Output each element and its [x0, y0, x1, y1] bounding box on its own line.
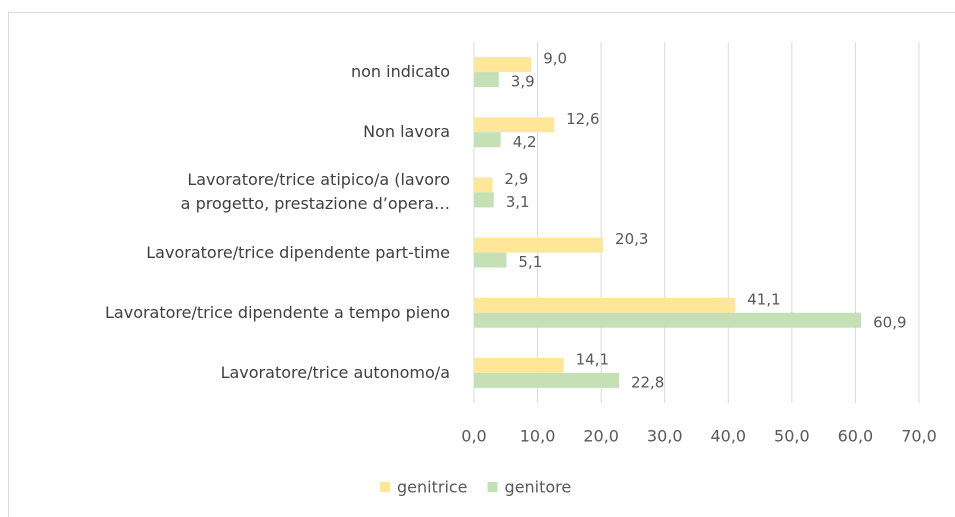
y-tick-label: Lavoratore/trice dipendente a tempo pien…	[105, 302, 450, 322]
x-tick-label: 50,0	[774, 427, 810, 446]
bar	[474, 117, 555, 133]
value-label: 12,6	[566, 110, 599, 128]
x-tick-label: 10,0	[520, 427, 556, 446]
y-tick-label: Lavoratore/trice autonomo/a	[220, 362, 450, 382]
value-label: 4,2	[513, 133, 537, 151]
bar	[474, 192, 494, 208]
bar	[474, 252, 507, 268]
bar	[474, 372, 619, 388]
chart-border	[8, 12, 955, 517]
value-label: 20,3	[615, 230, 648, 248]
bar	[474, 132, 501, 148]
value-label: 9,0	[543, 50, 567, 68]
value-label: 2,9	[504, 170, 528, 188]
x-tick-label: 30,0	[647, 427, 683, 446]
value-label: 14,1	[576, 350, 609, 368]
y-tick-label: Lavoratore/trice dipendente part-time	[146, 242, 450, 262]
x-tick-label: 60,0	[838, 427, 874, 446]
legend-label: genitore	[505, 478, 572, 497]
legend-label: genitrice	[397, 478, 468, 497]
bar	[474, 177, 493, 193]
value-label: 5,1	[518, 253, 542, 271]
value-label: 60,9	[873, 313, 906, 331]
x-tick-label: 70,0	[901, 427, 937, 446]
x-tick-label: 20,0	[583, 427, 619, 446]
y-tick-label: Non lavora	[363, 122, 450, 142]
value-label: 3,1	[506, 193, 530, 211]
bar	[474, 237, 604, 253]
y-tick-label: non indicato	[350, 62, 450, 82]
bar	[474, 297, 736, 313]
bar	[474, 312, 862, 328]
bar	[474, 57, 532, 73]
legend-swatch	[380, 482, 390, 492]
value-label: 41,1	[747, 290, 780, 308]
y-tick-label: Lavoratore/trice atipico/a (lavoro a pro…	[180, 170, 450, 214]
value-label: 22,8	[631, 373, 664, 391]
bar	[474, 72, 499, 88]
x-tick-label: 40,0	[710, 427, 746, 446]
x-tick-label: 0,0	[461, 427, 486, 446]
bar	[474, 357, 564, 373]
legend-swatch	[487, 482, 498, 492]
value-label: 3,9	[511, 73, 535, 91]
